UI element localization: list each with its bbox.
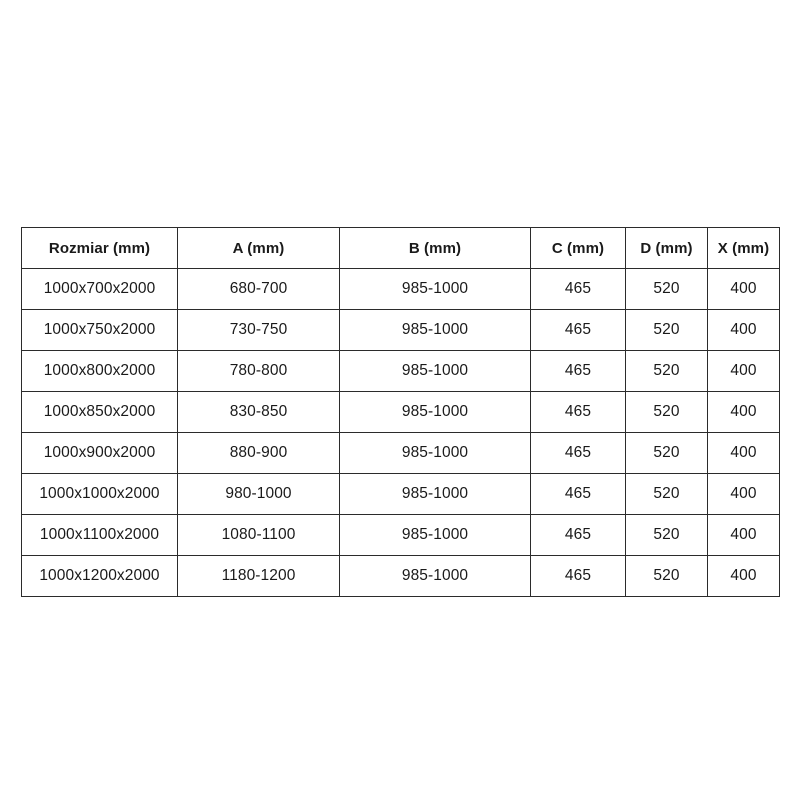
cell-x: 400 — [707, 473, 780, 515]
table-row: 1000x800x2000 780-800 985-1000 465 520 4… — [21, 350, 780, 392]
column-header-a: A (mm) — [177, 227, 340, 269]
table-body: 1000x700x2000 680-700 985-1000 465 520 4… — [21, 268, 780, 597]
cell-c: 465 — [530, 555, 626, 597]
table-header-row: Rozmiar (mm) A (mm) B (mm) C (mm) D (mm)… — [21, 227, 780, 269]
spec-table-container: Rozmiar (mm) A (mm) B (mm) C (mm) D (mm)… — [21, 227, 780, 597]
cell-b: 985-1000 — [339, 555, 531, 597]
column-header-x: X (mm) — [707, 227, 780, 269]
table-row: 1000x700x2000 680-700 985-1000 465 520 4… — [21, 268, 780, 310]
column-header-b: B (mm) — [339, 227, 531, 269]
cell-x: 400 — [707, 432, 780, 474]
cell-c: 465 — [530, 268, 626, 310]
table-header: Rozmiar (mm) A (mm) B (mm) C (mm) D (mm)… — [21, 227, 780, 269]
cell-d: 520 — [625, 350, 708, 392]
cell-c: 465 — [530, 473, 626, 515]
cell-d: 520 — [625, 514, 708, 556]
cell-b: 985-1000 — [339, 391, 531, 433]
table-row: 1000x1000x2000 980-1000 985-1000 465 520… — [21, 473, 780, 515]
column-header-size: Rozmiar (mm) — [21, 227, 178, 269]
column-header-d: D (mm) — [625, 227, 708, 269]
cell-a: 730-750 — [177, 309, 340, 351]
table-row: 1000x1100x2000 1080-1100 985-1000 465 52… — [21, 514, 780, 556]
cell-x: 400 — [707, 391, 780, 433]
cell-b: 985-1000 — [339, 514, 531, 556]
cell-x: 400 — [707, 309, 780, 351]
table-row: 1000x1200x2000 1180-1200 985-1000 465 52… — [21, 555, 780, 597]
cell-c: 465 — [530, 309, 626, 351]
cell-x: 400 — [707, 350, 780, 392]
cell-d: 520 — [625, 391, 708, 433]
cell-size: 1000x800x2000 — [21, 350, 178, 392]
cell-a: 980-1000 — [177, 473, 340, 515]
cell-b: 985-1000 — [339, 309, 531, 351]
cell-size: 1000x1000x2000 — [21, 473, 178, 515]
cell-a: 1180-1200 — [177, 555, 340, 597]
table-row: 1000x750x2000 730-750 985-1000 465 520 4… — [21, 309, 780, 351]
cell-d: 520 — [625, 473, 708, 515]
cell-size: 1000x750x2000 — [21, 309, 178, 351]
cell-size: 1000x900x2000 — [21, 432, 178, 474]
cell-a: 880-900 — [177, 432, 340, 474]
cell-x: 400 — [707, 514, 780, 556]
cell-a: 1080-1100 — [177, 514, 340, 556]
cell-d: 520 — [625, 555, 708, 597]
cell-d: 520 — [625, 309, 708, 351]
cell-size: 1000x700x2000 — [21, 268, 178, 310]
cell-b: 985-1000 — [339, 473, 531, 515]
cell-a: 780-800 — [177, 350, 340, 392]
cell-b: 985-1000 — [339, 432, 531, 474]
cell-b: 985-1000 — [339, 268, 531, 310]
cell-size: 1000x850x2000 — [21, 391, 178, 433]
dimensions-table: Rozmiar (mm) A (mm) B (mm) C (mm) D (mm)… — [21, 227, 780, 597]
cell-d: 520 — [625, 432, 708, 474]
cell-c: 465 — [530, 514, 626, 556]
cell-x: 400 — [707, 268, 780, 310]
table-row: 1000x850x2000 830-850 985-1000 465 520 4… — [21, 391, 780, 433]
cell-a: 830-850 — [177, 391, 340, 433]
cell-size: 1000x1100x2000 — [21, 514, 178, 556]
table-row: 1000x900x2000 880-900 985-1000 465 520 4… — [21, 432, 780, 474]
cell-d: 520 — [625, 268, 708, 310]
cell-x: 400 — [707, 555, 780, 597]
cell-c: 465 — [530, 391, 626, 433]
column-header-c: C (mm) — [530, 227, 626, 269]
cell-a: 680-700 — [177, 268, 340, 310]
cell-b: 985-1000 — [339, 350, 531, 392]
cell-c: 465 — [530, 350, 626, 392]
cell-c: 465 — [530, 432, 626, 474]
cell-size: 1000x1200x2000 — [21, 555, 178, 597]
